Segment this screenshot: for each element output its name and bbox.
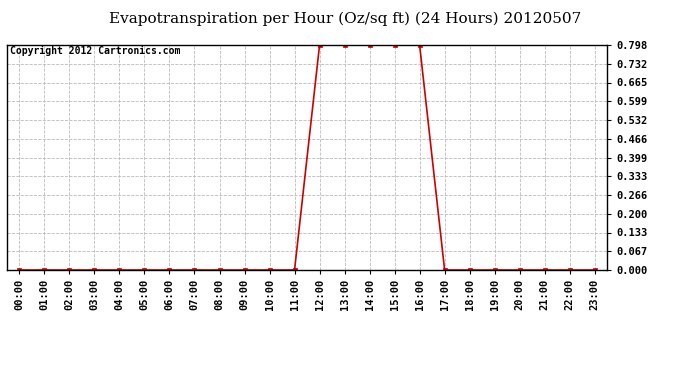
Text: Evapotranspiration per Hour (Oz/sq ft) (24 Hours) 20120507: Evapotranspiration per Hour (Oz/sq ft) (… — [109, 11, 581, 26]
Text: Copyright 2012 Cartronics.com: Copyright 2012 Cartronics.com — [10, 46, 180, 56]
